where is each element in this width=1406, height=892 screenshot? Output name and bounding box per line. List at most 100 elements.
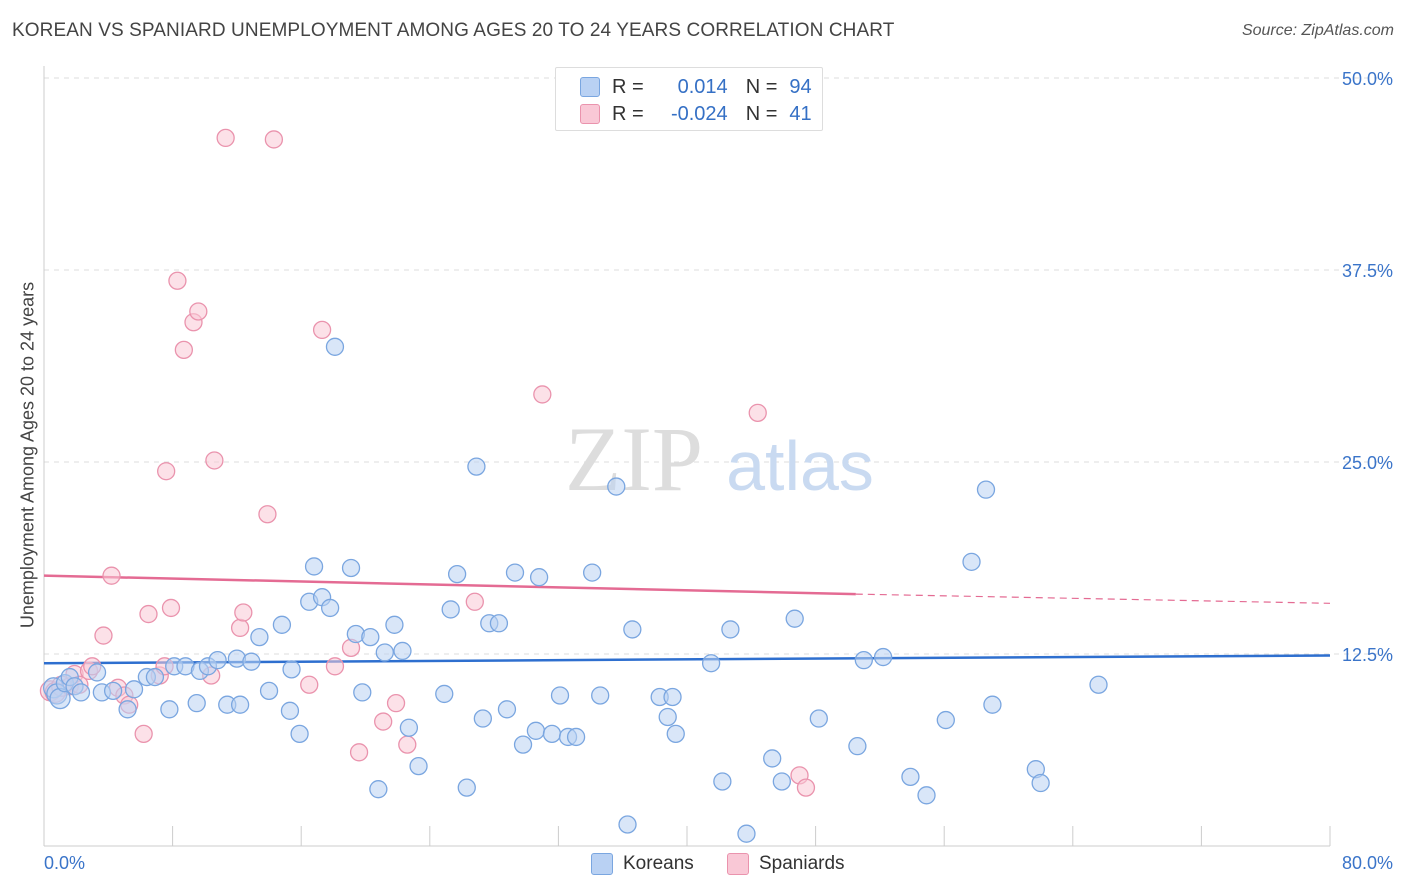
koreans-point bbox=[785, 609, 804, 628]
y-tick-label: 25.0% bbox=[1342, 453, 1393, 473]
legend-item-spaniards[interactable]: Spaniards bbox=[727, 851, 845, 877]
koreans-point bbox=[618, 815, 637, 834]
spaniards-point bbox=[94, 626, 113, 645]
spaniards-point bbox=[398, 735, 417, 754]
spaniards-point bbox=[349, 743, 369, 762]
koreans-point bbox=[409, 756, 428, 776]
koreans-point bbox=[118, 700, 137, 719]
koreans-point bbox=[848, 737, 867, 756]
spaniards-legend-label: Spaniards bbox=[759, 853, 845, 874]
koreans-point bbox=[473, 709, 492, 728]
r-label: R = bbox=[612, 102, 644, 125]
spaniards-point bbox=[312, 320, 332, 340]
koreans-point bbox=[230, 695, 250, 714]
source-note: Source: ZipAtlas.com bbox=[1241, 22, 1394, 39]
koreans-point bbox=[242, 652, 261, 671]
koreans-point bbox=[713, 772, 732, 791]
spaniards-point bbox=[189, 302, 208, 321]
r-value: -0.024 bbox=[670, 102, 728, 125]
koreans-point bbox=[983, 695, 1002, 714]
spaniards-point bbox=[216, 128, 235, 148]
koreans-point bbox=[160, 700, 179, 719]
spaniards-point bbox=[533, 385, 552, 404]
axes bbox=[43, 66, 1331, 847]
koreans-point bbox=[441, 600, 460, 619]
x-tick-label: 80.0% bbox=[1342, 853, 1393, 873]
koreans-point bbox=[375, 643, 394, 662]
spaniards-point bbox=[157, 462, 176, 481]
spaniards-swatch bbox=[580, 104, 600, 124]
spaniards-point bbox=[465, 592, 484, 611]
spaniards-point bbox=[386, 694, 406, 713]
koreans-point bbox=[591, 686, 610, 705]
koreans-point bbox=[607, 477, 626, 496]
koreans-point bbox=[259, 681, 279, 701]
spaniards-point bbox=[325, 657, 345, 676]
koreans-point bbox=[208, 650, 227, 670]
spaniards-point bbox=[102, 566, 121, 585]
koreans-point bbox=[505, 563, 525, 582]
koreans-point bbox=[529, 568, 549, 587]
chart-title: KOREAN VS SPANIARD UNEMPLOYMENT AMONG AG… bbox=[12, 20, 895, 41]
koreans-point bbox=[399, 718, 419, 737]
koreans-point bbox=[71, 683, 91, 702]
y-tick-label: 12.5% bbox=[1342, 645, 1393, 665]
spaniards-legend-swatch bbox=[727, 853, 749, 875]
koreans-point bbox=[341, 558, 361, 578]
koreans-legend-swatch bbox=[591, 853, 613, 875]
koreans-point bbox=[583, 563, 602, 582]
koreans-point bbox=[353, 683, 372, 702]
n-label: N = bbox=[745, 75, 778, 98]
koreans-point bbox=[721, 620, 740, 639]
koreans-point bbox=[763, 749, 782, 768]
koreans-point bbox=[873, 647, 893, 667]
spaniards-point bbox=[374, 712, 393, 731]
spaniards-point bbox=[174, 340, 194, 360]
y-axis-label: Unemployment Among Ages 20 to 24 years bbox=[17, 281, 38, 629]
koreans-point bbox=[936, 710, 955, 730]
koreans-point bbox=[280, 701, 300, 720]
koreans-point bbox=[666, 724, 685, 744]
spaniards-point bbox=[796, 778, 816, 797]
koreans-point bbox=[435, 684, 454, 704]
spaniards-point bbox=[258, 505, 277, 524]
koreans-points bbox=[42, 68, 1108, 843]
spaniards-point bbox=[234, 603, 253, 622]
n-value: 94 bbox=[789, 75, 812, 98]
koreans-point bbox=[489, 614, 509, 633]
koreans-point bbox=[526, 721, 546, 740]
koreans-point bbox=[447, 564, 467, 584]
spaniards-point bbox=[230, 618, 250, 638]
koreans-point bbox=[663, 687, 682, 707]
koreans-point bbox=[145, 667, 165, 687]
r-value: 0.014 bbox=[677, 75, 728, 98]
koreans-point bbox=[550, 686, 570, 705]
stats-legend: R = 0.014 N = 94 R = -0.024 N = 41 bbox=[555, 67, 823, 131]
spaniards-point bbox=[264, 130, 284, 149]
koreans-point bbox=[497, 700, 517, 719]
koreans-point bbox=[320, 598, 340, 618]
koreans-point bbox=[124, 680, 144, 699]
koreans-point bbox=[393, 641, 412, 661]
legend-item-koreans[interactable]: Koreans bbox=[591, 851, 694, 877]
spaniards-trend-extension bbox=[855, 593, 1331, 604]
koreans-point bbox=[290, 724, 309, 744]
spaniards-trend-line bbox=[43, 574, 856, 596]
koreans-point bbox=[542, 724, 562, 744]
koreans-point bbox=[1031, 773, 1050, 793]
koreans-point bbox=[809, 709, 828, 728]
koreans-point bbox=[917, 786, 936, 805]
n-label: N = bbox=[745, 102, 778, 125]
koreans-point bbox=[369, 780, 388, 799]
koreans-point bbox=[701, 654, 721, 673]
koreans-point bbox=[658, 707, 677, 727]
spaniards-point bbox=[161, 598, 181, 618]
koreans-point bbox=[1089, 675, 1108, 694]
stats-row-spaniards: R = -0.024 N = 41 bbox=[580, 101, 812, 127]
spaniards-point bbox=[748, 403, 767, 422]
koreans-point bbox=[901, 767, 920, 787]
stats-row-koreans: R = 0.014 N = 94 bbox=[580, 74, 812, 100]
koreans-point bbox=[325, 337, 345, 356]
koreans-point bbox=[566, 727, 586, 747]
r-label: R = bbox=[612, 75, 644, 98]
